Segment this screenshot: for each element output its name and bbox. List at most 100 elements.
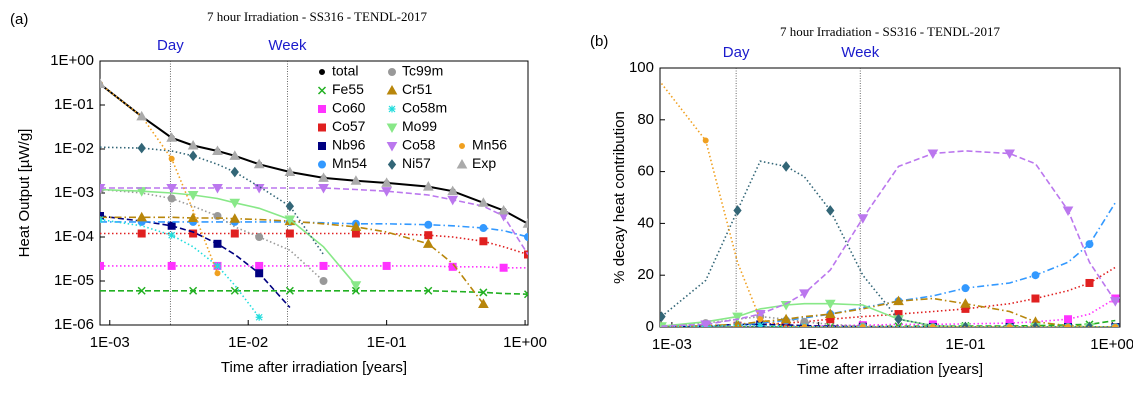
marker <box>229 213 241 223</box>
reference-label: Day <box>723 44 750 61</box>
chart-title: 7 hour Irradiation - SS316 - TENDL-2017 <box>207 9 428 24</box>
marker <box>351 229 360 238</box>
marker <box>1085 321 1094 327</box>
marker <box>214 270 221 277</box>
series-line <box>100 216 485 305</box>
legend-label: total <box>332 63 358 79</box>
marker <box>1031 321 1040 327</box>
marker <box>523 290 528 299</box>
marker <box>732 318 743 327</box>
y-tick-label: 1E-03 <box>54 184 94 201</box>
marker <box>137 229 146 238</box>
marker <box>422 238 434 248</box>
marker <box>799 289 810 299</box>
marker <box>350 281 362 291</box>
legend-label: Co57 <box>332 118 366 134</box>
y-tick-label: 80 <box>637 111 654 128</box>
marker <box>478 298 489 309</box>
marker <box>1006 324 1013 327</box>
y-tick-label: 1E-06 <box>54 316 94 333</box>
marker <box>660 311 666 322</box>
legend-label: Co58m <box>402 100 447 116</box>
marker <box>781 161 791 172</box>
marker <box>499 263 508 272</box>
y-tick-label: 20 <box>637 266 654 283</box>
marker <box>212 145 223 156</box>
marker <box>479 237 488 246</box>
marker <box>1031 294 1040 303</box>
marker <box>824 299 836 310</box>
marker <box>100 78 106 89</box>
legend-swatch <box>388 105 396 113</box>
y-tick-label: 60 <box>637 163 654 180</box>
y-tick-label: 1E+00 <box>50 52 94 69</box>
marker <box>137 286 146 295</box>
marker <box>318 183 329 194</box>
series-line <box>661 150 1116 327</box>
marker <box>424 286 433 295</box>
marker <box>285 200 295 212</box>
marker <box>447 185 459 196</box>
x-tick-label: 1E+00 <box>503 334 547 351</box>
series-line <box>661 302 1116 327</box>
y-axis-label: Heat Output [µW/g] <box>16 129 33 258</box>
legend-label: Ni57 <box>402 155 431 171</box>
x-tick-label: 1E-03 <box>90 334 130 351</box>
marker <box>230 286 239 295</box>
marker <box>894 313 903 325</box>
marker <box>478 197 489 207</box>
legend-swatch <box>318 160 326 169</box>
marker <box>136 110 148 121</box>
marker <box>100 212 104 221</box>
y-tick-label: 1E-01 <box>54 96 94 113</box>
marker <box>318 172 329 182</box>
marker <box>424 220 433 229</box>
marker <box>1112 324 1119 327</box>
legend-label: Co60 <box>332 100 366 116</box>
legend-swatch <box>456 158 468 169</box>
marker <box>381 187 392 197</box>
legend-label: Mo99 <box>402 118 437 134</box>
y-tick-label: 1E-05 <box>54 272 94 289</box>
legend-label: Tc99m <box>402 63 443 79</box>
marker <box>187 139 199 150</box>
marker <box>229 150 241 160</box>
reference-label: Week <box>268 37 307 54</box>
marker <box>230 229 239 238</box>
x-tick-label: 1E-02 <box>799 336 839 353</box>
marker <box>1064 315 1073 324</box>
marker <box>284 166 296 177</box>
x-tick-label: 1E+00 <box>1090 336 1133 353</box>
marker <box>213 262 221 270</box>
marker <box>1065 324 1072 327</box>
marker <box>422 181 434 191</box>
y-axis-label: % decay heat contribution <box>611 111 628 284</box>
marker <box>524 250 528 259</box>
marker <box>824 308 836 319</box>
marker <box>319 277 328 285</box>
plot-area <box>660 83 1120 327</box>
reference-label: Week <box>841 44 880 61</box>
marker <box>479 288 488 297</box>
series-line <box>661 297 1116 327</box>
marker <box>136 211 148 222</box>
marker <box>1085 240 1094 249</box>
marker <box>255 261 264 270</box>
marker <box>1085 278 1094 287</box>
marker <box>284 215 296 226</box>
marker <box>733 205 742 216</box>
marker <box>167 261 176 270</box>
marker <box>168 155 175 162</box>
marker <box>929 324 936 327</box>
marker <box>100 183 106 194</box>
x-tick-label: 1E-01 <box>367 334 407 351</box>
marker <box>961 284 970 293</box>
legend-swatch <box>386 123 398 134</box>
marker <box>319 261 328 270</box>
legend-label: Exp <box>472 155 496 171</box>
legend-swatch <box>319 69 325 75</box>
marker <box>255 269 264 278</box>
marker <box>756 322 764 327</box>
marker <box>498 204 509 215</box>
